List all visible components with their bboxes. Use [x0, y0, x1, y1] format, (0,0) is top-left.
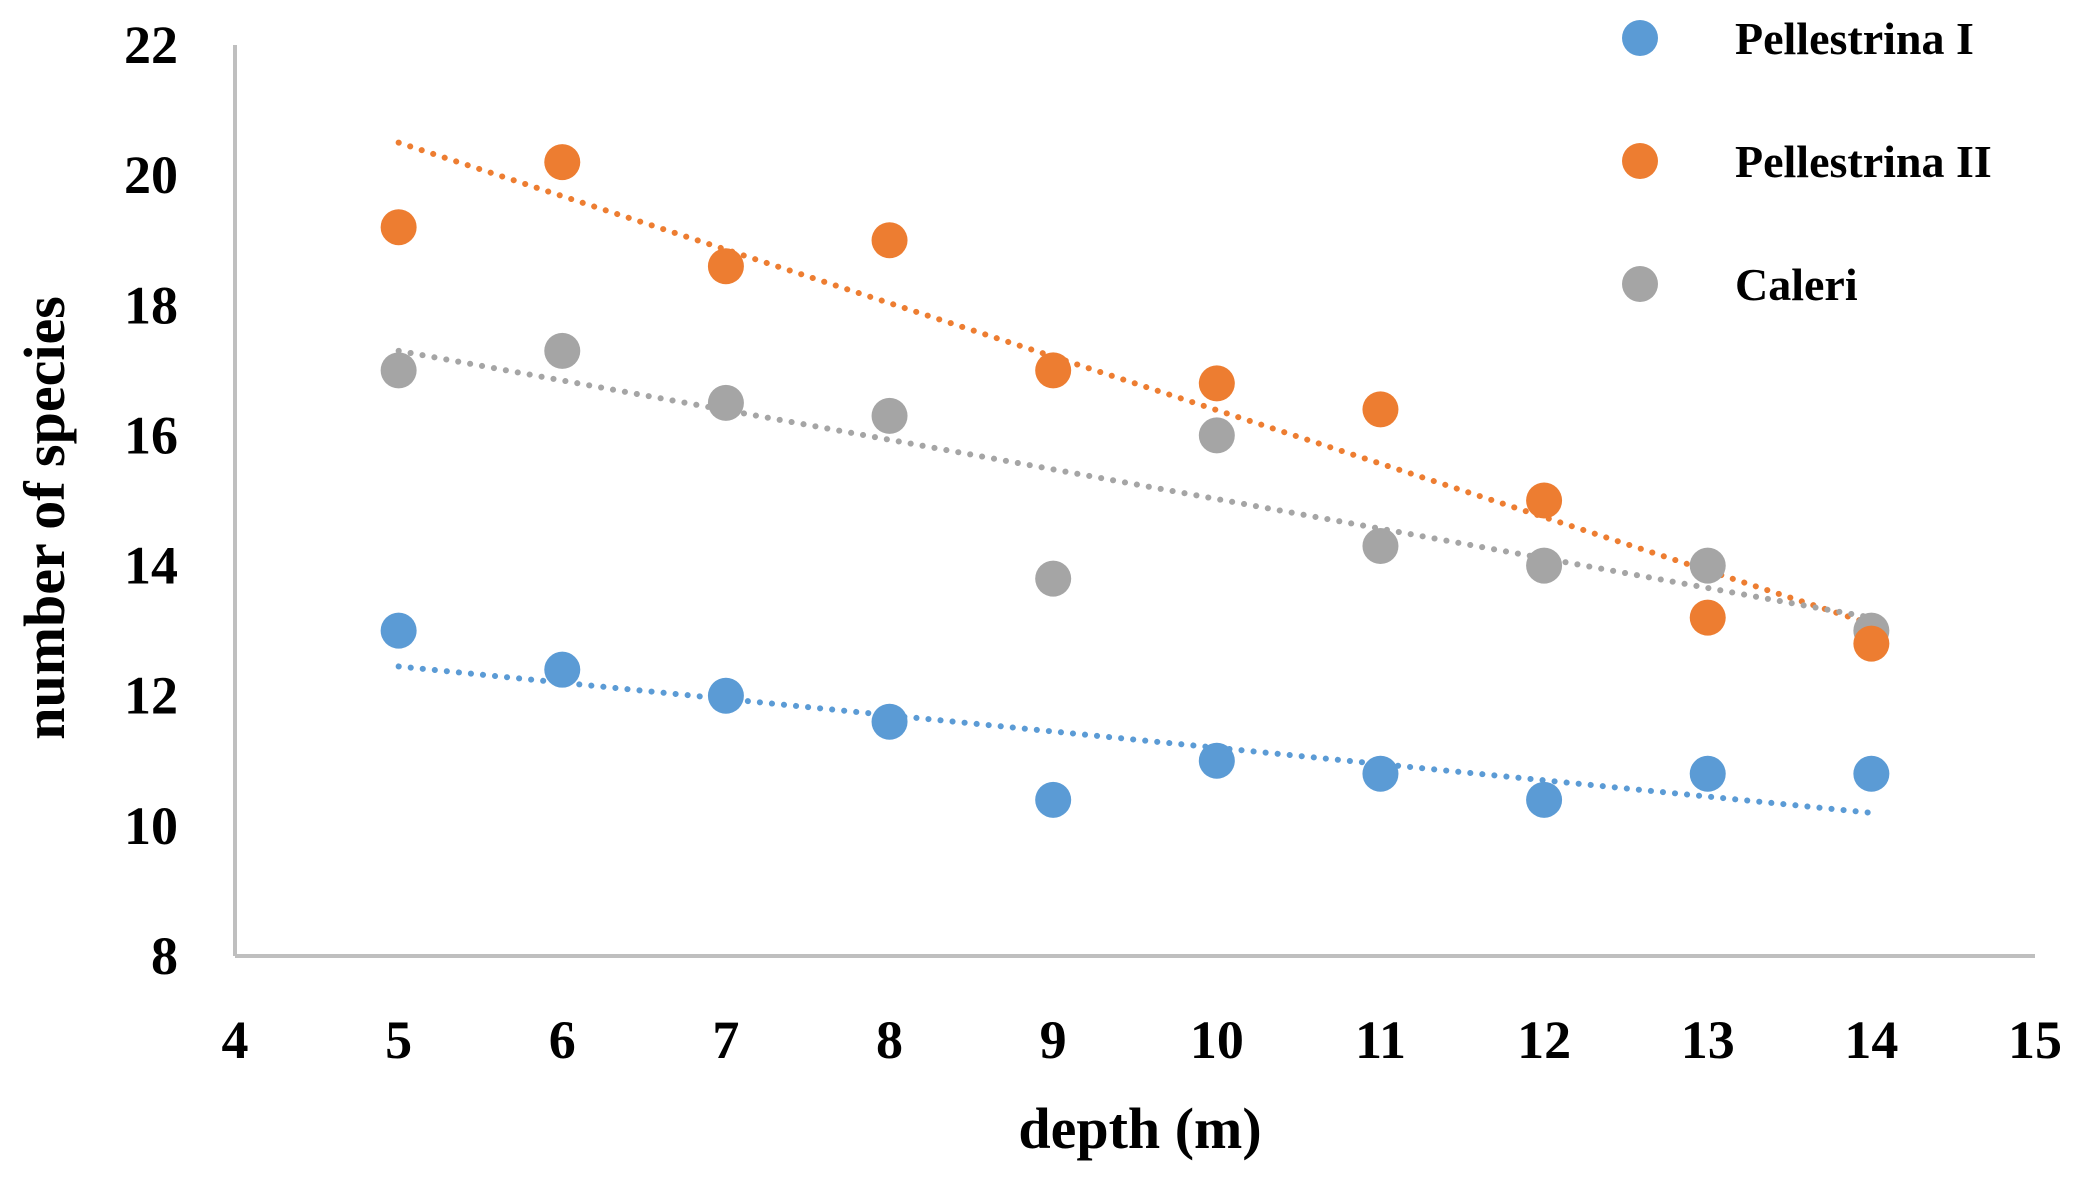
- x-tick-label: 4: [222, 1010, 249, 1070]
- point-pellestrina-ii: [1689, 599, 1726, 636]
- x-tick-label: 6: [549, 1010, 576, 1070]
- point-pellestrina-i: [1198, 742, 1235, 779]
- point-caleri: [871, 397, 908, 434]
- x-tick-label: 8: [876, 1010, 903, 1070]
- point-pellestrina-ii: [1035, 352, 1072, 389]
- point-pellestrina-i: [1526, 781, 1563, 818]
- y-tick-label: 10: [124, 796, 178, 856]
- legend-marker: [1622, 143, 1658, 179]
- y-axis-label: number of species: [12, 296, 77, 740]
- point-pellestrina-ii: [1362, 391, 1399, 428]
- x-tick-label: 9: [1040, 1010, 1067, 1070]
- y-tick-label: 18: [124, 275, 178, 335]
- x-tick-label: 12: [1517, 1010, 1571, 1070]
- x-tick-label: 15: [2008, 1010, 2062, 1070]
- point-caleri: [1362, 528, 1399, 565]
- x-tick-label: 13: [1681, 1010, 1735, 1070]
- point-pellestrina-i: [1853, 755, 1890, 792]
- y-tick-label: 14: [124, 536, 178, 596]
- y-tick-label: 12: [124, 666, 178, 726]
- point-pellestrina-ii: [544, 144, 581, 181]
- y-tick-labels: 8 10 12 14 16 18 20 22: [124, 15, 178, 986]
- x-tick-label: 14: [1844, 1010, 1898, 1070]
- point-pellestrina-ii: [1526, 482, 1563, 519]
- point-caleri: [1689, 547, 1726, 584]
- point-pellestrina-ii: [707, 248, 744, 285]
- point-caleri: [707, 384, 744, 421]
- point-pellestrina-ii: [1198, 365, 1235, 402]
- y-tick-label: 8: [151, 926, 178, 986]
- x-tick-labels: 4 5 6 7 8 9 10 11 12 13 14 15: [222, 1010, 2063, 1070]
- point-pellestrina-i: [871, 703, 908, 740]
- trendline-pellestrina-ii: [395, 139, 1875, 628]
- x-tick-label: 11: [1355, 1010, 1406, 1070]
- legend-label: Pellestrina II: [1735, 136, 1992, 187]
- trendline-pellestrina-i: [395, 663, 1875, 816]
- y-tick-label: 22: [124, 15, 178, 75]
- legend: Pellestrina I Pellestrina II Caleri: [1622, 13, 1992, 310]
- y-tick-label: 16: [124, 405, 178, 465]
- point-pellestrina-i: [707, 677, 744, 714]
- point-pellestrina-i: [1035, 781, 1072, 818]
- point-caleri: [1035, 560, 1072, 597]
- x-tick-label: 10: [1190, 1010, 1244, 1070]
- point-caleri: [380, 352, 417, 389]
- legend-marker: [1622, 20, 1658, 56]
- point-pellestrina-ii: [380, 209, 417, 246]
- point-caleri: [1526, 547, 1563, 584]
- point-pellestrina-i: [544, 651, 581, 688]
- legend-label: Caleri: [1735, 259, 1858, 310]
- point-caleri: [1198, 417, 1235, 454]
- trendlines: [395, 139, 1875, 816]
- point-pellestrina-ii: [1853, 625, 1890, 662]
- legend-label: Pellestrina I: [1735, 13, 1974, 64]
- point-pellestrina-i: [1689, 755, 1726, 792]
- data-points: [380, 144, 1890, 818]
- legend-marker: [1622, 266, 1658, 302]
- point-pellestrina-ii: [871, 222, 908, 259]
- point-caleri: [544, 332, 581, 369]
- y-tick-label: 20: [124, 145, 178, 205]
- point-pellestrina-i: [380, 612, 417, 649]
- point-pellestrina-i: [1362, 755, 1399, 792]
- trendline-caleri: [395, 347, 1875, 621]
- x-tick-label: 5: [385, 1010, 412, 1070]
- x-tick-label: 7: [712, 1010, 739, 1070]
- x-axis-label: depth (m): [1018, 1096, 1261, 1161]
- axes: [233, 45, 2035, 958]
